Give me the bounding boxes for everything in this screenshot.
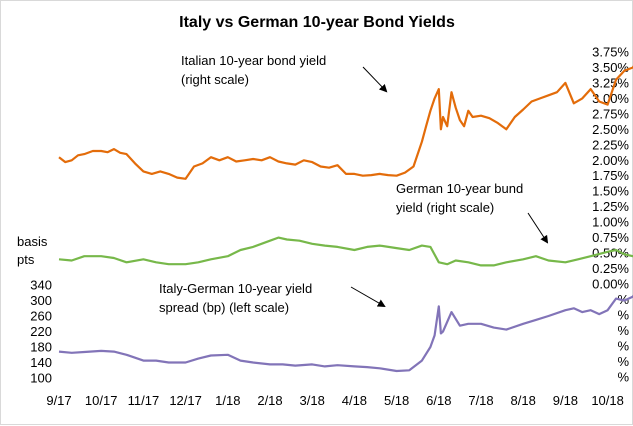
x-tick-label: 4/18	[342, 393, 367, 408]
annotations: Italian 10-year bond yield (right scale) G…	[159, 53, 549, 315]
right-tick-label: 3.25%	[592, 75, 629, 90]
annotation-arrow	[362, 66, 388, 93]
x-tick-label: 9/18	[553, 393, 578, 408]
x-tick-label: 9/17	[46, 393, 71, 408]
annotation-text-line: spread (bp) (left scale)	[159, 300, 289, 315]
italian-yield-line	[58, 65, 633, 180]
x-tick-label: 11/17	[128, 393, 160, 408]
right-tick-label: 0.50%	[592, 246, 629, 261]
x-tick-label: 3/18	[300, 393, 325, 408]
x-tick-label: 6/18	[426, 393, 451, 408]
left-tick-label: 140	[30, 355, 52, 370]
x-tick-label: 7/18	[468, 393, 493, 408]
annotation-arrow	[527, 212, 549, 244]
right-tick-label: %	[617, 338, 629, 353]
right-tick-label: 0.25%	[592, 261, 629, 276]
chart-title: Italy vs German 10-year Bond Yields	[179, 14, 455, 31]
right-tick-label: 1.25%	[592, 199, 629, 214]
right-tick-label: %	[617, 369, 629, 384]
left-axis-label-line-1: basis	[17, 234, 48, 249]
right-tick-label: 1.75%	[592, 168, 629, 183]
annotation-text-line: German 10-year bund	[396, 181, 523, 196]
right-tick-label: %	[617, 323, 629, 338]
left-axis-label-line-2: pts	[17, 252, 35, 267]
right-tick-label: 3.75%	[592, 45, 629, 60]
left-tick-label: 100	[30, 371, 52, 386]
left-tick-label: 180	[30, 340, 52, 355]
left-tick-label: 220	[30, 324, 52, 339]
right-tick-label: 0.00%	[592, 277, 629, 292]
annotation-text-line: (right scale)	[181, 72, 249, 87]
right-tick-label: 1.50%	[592, 184, 629, 199]
annotation-text-line: yield (right scale)	[396, 200, 494, 215]
right-tick-label: %	[617, 354, 629, 369]
x-tick-label: 10/18	[591, 393, 624, 408]
spread-line	[58, 294, 633, 373]
x-tick-label: 1/18	[215, 393, 240, 408]
right-tick-label: 2.75%	[592, 106, 629, 121]
x-tick-label: 12/17	[169, 393, 202, 408]
annotation-text-line: Italy-German 10-year yield	[159, 281, 312, 296]
annotation-arrow	[350, 286, 386, 307]
right-tick-label: %	[617, 307, 629, 322]
right-tick-label: 1.00%	[592, 215, 629, 230]
series-lines	[58, 65, 633, 373]
german-yield-annotation: German 10-year bund yield (right scale)	[396, 181, 549, 244]
right-tick-label: 2.25%	[592, 137, 629, 152]
x-tick-label: 2/18	[257, 393, 282, 408]
left-tick-label: 260	[30, 309, 52, 324]
right-tick-label: 2.00%	[592, 153, 629, 168]
x-tick-label: 5/18	[384, 393, 409, 408]
german-yield-line	[58, 236, 633, 267]
x-tick-label: 8/18	[511, 393, 536, 408]
right-tick-label: 3.50%	[592, 60, 629, 75]
left-tick-label: 340	[30, 278, 52, 293]
right-tick-label: 2.50%	[592, 122, 629, 137]
right-tick-label: 0.75%	[592, 230, 629, 245]
annotation-text-line: Italian 10-year bond yield	[181, 53, 326, 68]
spread-annotation: Italy-German 10-year yield spread (bp) (l…	[159, 281, 386, 315]
x-tick-label: 10/17	[85, 393, 118, 408]
italian-yield-annotation: Italian 10-year bond yield (right scale)	[181, 53, 388, 93]
x-axis-ticks: 9/17 10/17 11/17 12/17 1/18 2/18 3/18 4/18 5/18 6…	[46, 393, 624, 408]
left-tick-label: 300	[30, 293, 52, 308]
